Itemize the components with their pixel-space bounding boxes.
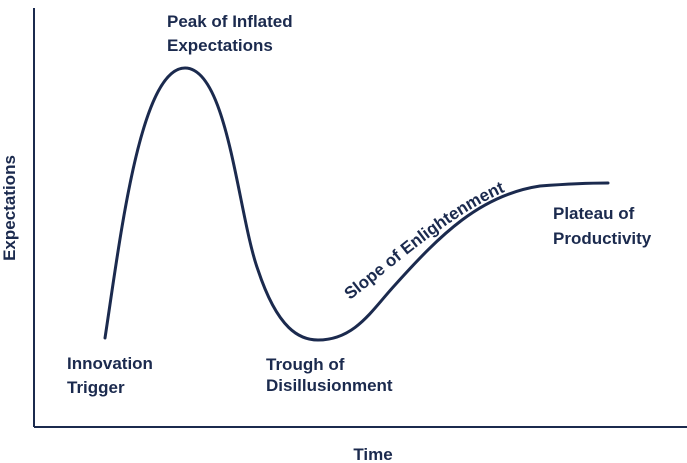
slope-label: Slope of Enlightenment	[341, 178, 508, 304]
slope-label-text: Slope of Enlightenment	[341, 178, 508, 304]
plateau-label-line1: Plateau of	[553, 204, 635, 223]
trough-label-line2: Disillusionment	[266, 376, 393, 395]
peak-label-line1: Peak of Inflated	[167, 12, 293, 31]
innovation-trigger-label-line1: Innovation	[67, 354, 153, 373]
hype-curve	[103, 66, 610, 342]
peak-label-line2: Expectations	[167, 36, 273, 55]
plateau-label-line2: Productivity	[553, 229, 652, 248]
innovation-trigger-label-line2: Trigger	[67, 378, 125, 397]
y-axis-title: Expectations	[0, 155, 19, 261]
x-axis-title: Time	[353, 445, 392, 463]
trough-label-line1: Trough of	[266, 355, 345, 374]
